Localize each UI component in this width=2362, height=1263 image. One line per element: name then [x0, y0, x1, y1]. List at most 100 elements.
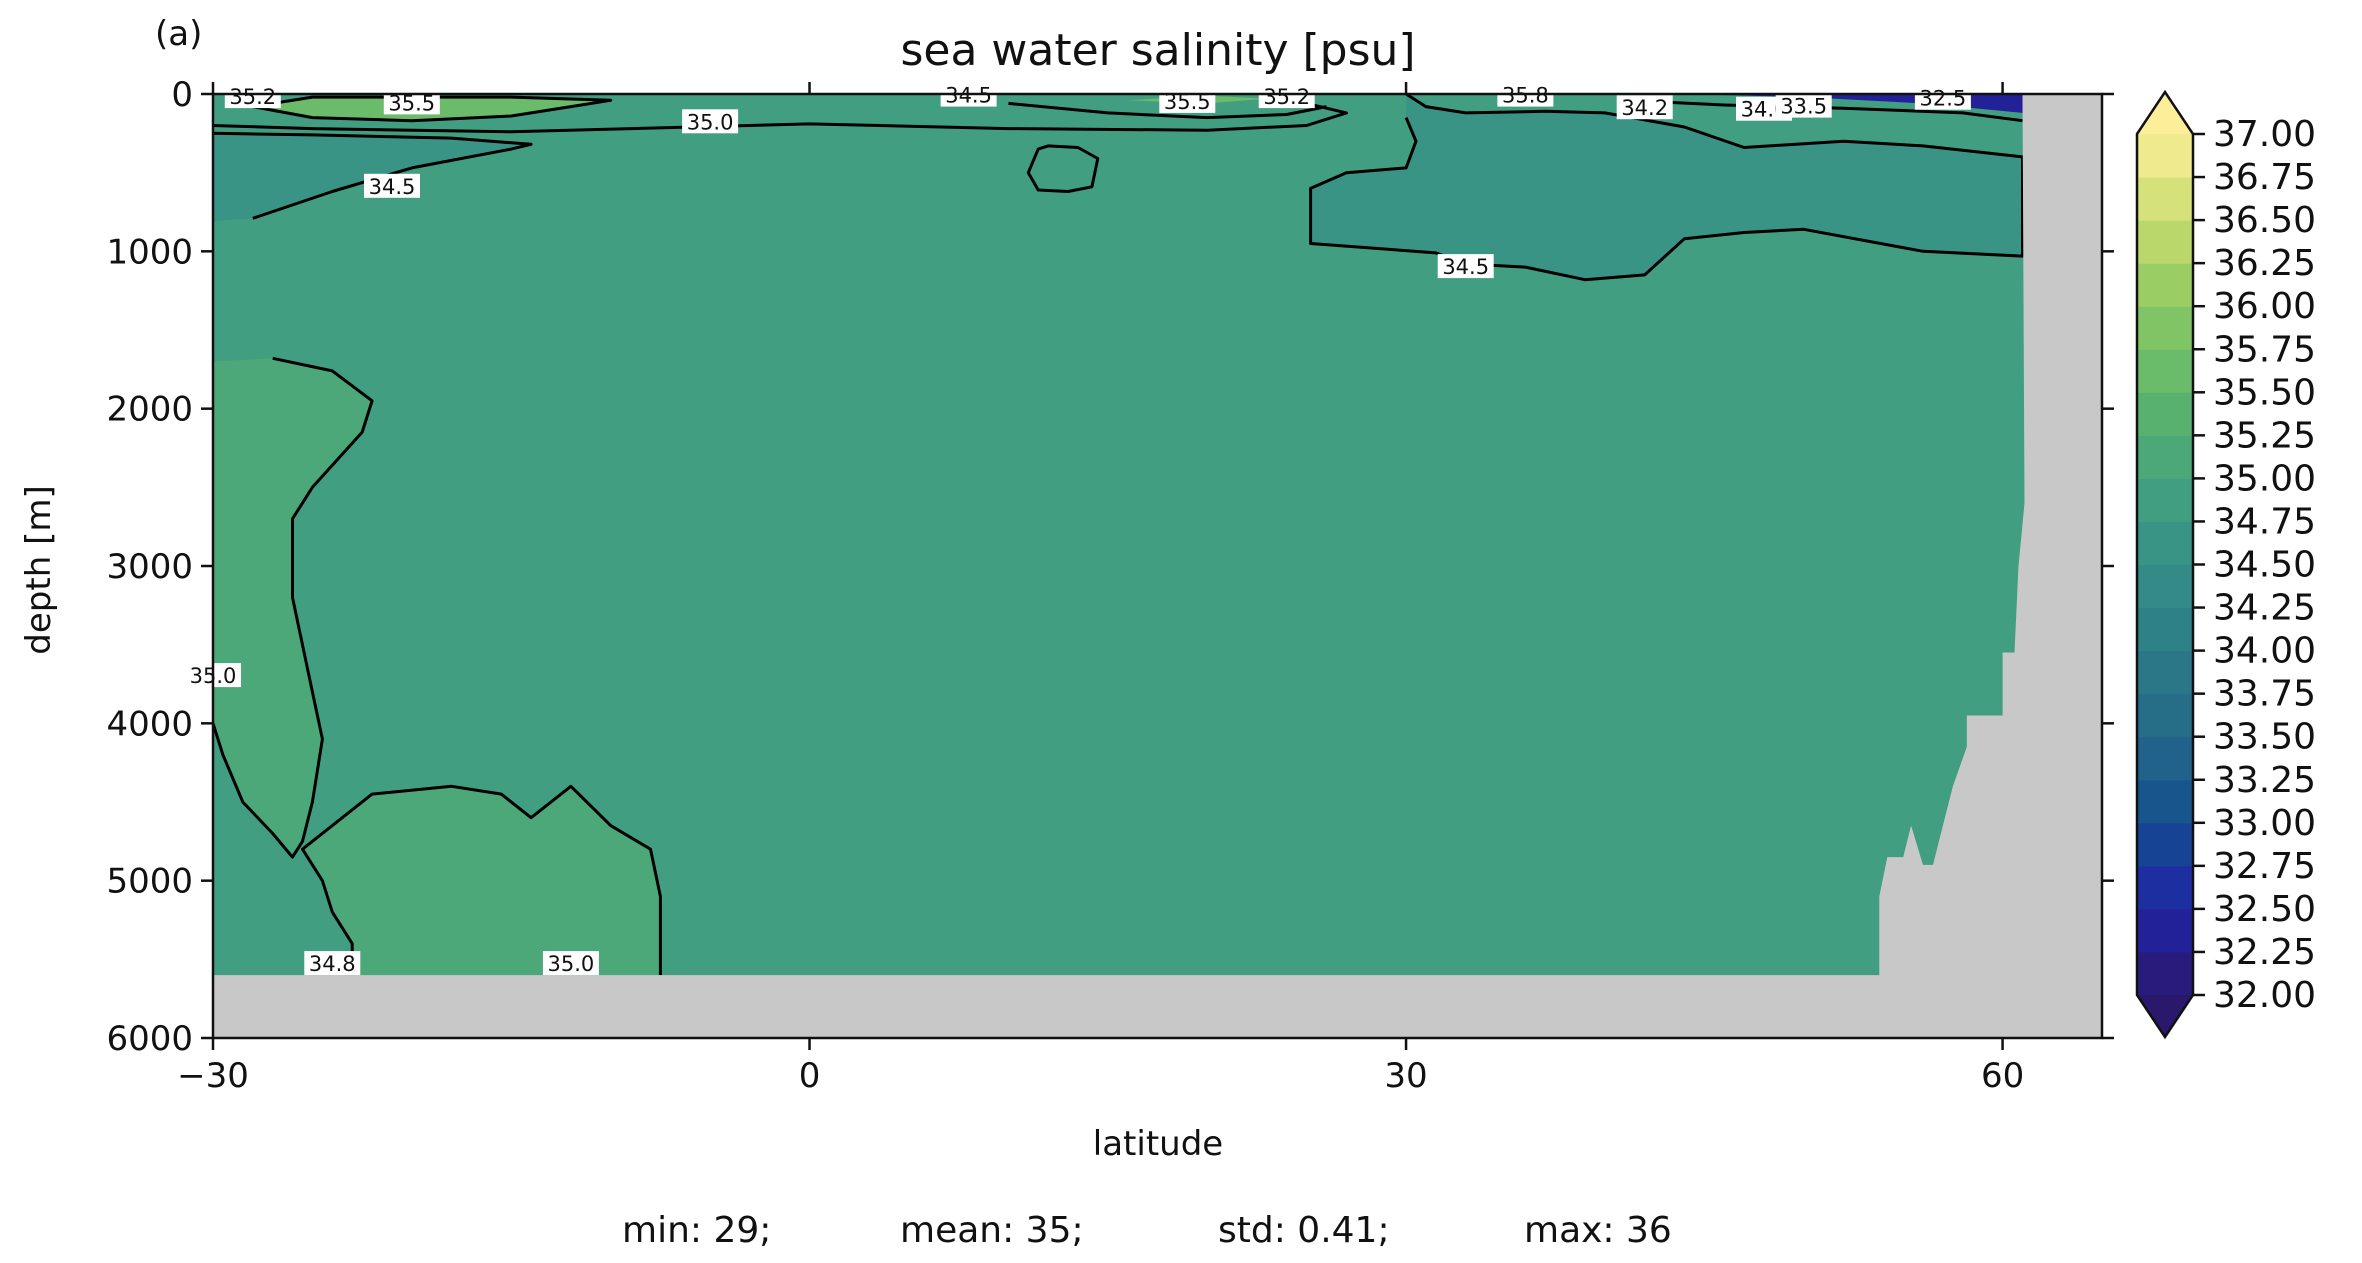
colorbar-tick-label: 34.25: [2213, 588, 2316, 629]
contour-label-text: 35.2: [229, 85, 276, 109]
contour-label-bg: [1437, 254, 1494, 279]
contour-upper-south: [212, 131, 533, 220]
colorbar-tick-label: 34.50: [2213, 545, 2316, 586]
colorbar-bin: [2137, 306, 2193, 350]
y-tick-label: 2000: [106, 390, 193, 430]
stat-std: std: 0.41;: [1218, 1210, 1390, 1251]
colorbar-bin: [2137, 736, 2193, 781]
colorbar-tick-label: 36.00: [2213, 286, 2316, 327]
colorbar-bin: [2137, 263, 2193, 307]
contour-label-text: 34.5: [369, 175, 416, 199]
colorbar-bin: [2137, 865, 2193, 910]
y-tick-label: 3000: [106, 547, 193, 587]
colorbar-bin: [2137, 908, 2193, 953]
colorbar-tick-label: 37.00: [2213, 114, 2316, 155]
contour-south-deep: [211, 356, 374, 859]
colorbar-bin: [2137, 779, 2193, 824]
colorbar-bin: [2137, 650, 2193, 695]
colorbar-tick-label: 32.00: [2213, 975, 2316, 1016]
contour-label-text: 35.0: [548, 952, 595, 976]
y-axis-label: depth [m]: [19, 485, 59, 654]
contour-eddy: [1026, 144, 1100, 193]
colorbar-tick-label: 36.75: [2213, 157, 2316, 198]
stat-mean: mean: 35;: [900, 1210, 1084, 1251]
contour-label: 34.2: [1616, 95, 1673, 120]
contour-label: 34.5: [364, 173, 420, 199]
colorbar-bin: [2137, 951, 2193, 996]
contour-label-text: 34.2: [1621, 96, 1668, 120]
colorbar-bin: [2137, 220, 2193, 264]
contour-label-text: 32.5: [1920, 87, 1967, 111]
colorbar-tick-label: 34.75: [2213, 501, 2316, 542]
contour-label-bg: [364, 173, 420, 198]
y-tick-label: 4000: [106, 704, 193, 744]
contour-label: 35.0: [542, 951, 599, 976]
colorbar-extend-max: [2137, 92, 2193, 134]
colorbar-tick-label: 35.75: [2213, 329, 2316, 370]
region-north-intermediate: [1310, 94, 2023, 280]
region-south-deep: [213, 358, 373, 858]
x-axis-label: latitude: [1093, 1124, 1223, 1164]
colorbar-tick-label: 35.50: [2213, 372, 2316, 413]
contour-label-bg: [224, 84, 281, 109]
colorbar-tick-label: 35.25: [2213, 415, 2316, 456]
region-bottom-south: [302, 786, 661, 976]
contour-surface-mid: [1008, 101, 1327, 120]
colorbar-bin: [2137, 392, 2193, 436]
contour-label-bg: [682, 109, 739, 134]
x-tick-label: −30: [177, 1056, 249, 1096]
colorbar-tick-label: 33.75: [2213, 674, 2316, 715]
colorbar-extend-min: [2137, 995, 2193, 1037]
stats-line: min: 29; mean: 35; std: 0.41; max: 36: [622, 1210, 1672, 1251]
contour-label: 33.5: [1775, 93, 1832, 119]
contour-label-text: 35.0: [687, 110, 734, 134]
chart-title: sea water salinity [psu]: [900, 25, 1415, 76]
colorbar-tick-label: 32.75: [2213, 846, 2316, 887]
contour-label-bg: [1775, 93, 1832, 118]
contour-label-bg: [542, 951, 599, 976]
colorbar-bin: [2137, 693, 2193, 738]
contour-surface-35: [212, 101, 1348, 134]
colorbar-tick-label: 32.25: [2213, 932, 2316, 973]
contour-label-text: 34.8: [309, 952, 356, 976]
colorbar-tick-label: 33.50: [2213, 717, 2316, 758]
land-mask: [213, 94, 2102, 1038]
colorbar-tick-label: 36.25: [2213, 243, 2316, 284]
panel-label: (a): [155, 14, 202, 54]
x-tick-label: 60: [1981, 1056, 2024, 1096]
stat-max: max: 36: [1524, 1210, 1672, 1251]
contour-label: 35.2: [1258, 84, 1315, 109]
contour-surface-north: [1624, 98, 2023, 123]
stat-min: min: 29;: [622, 1210, 771, 1251]
contour-surface-south: [251, 95, 613, 123]
colorbar-bin: [2137, 435, 2193, 479]
contour-label-bg: [1914, 85, 1971, 110]
contour-label: 34.8: [304, 951, 361, 976]
colorbar-bin: [2137, 822, 2193, 867]
contour-label-text: 34.5: [945, 84, 992, 108]
colorbar: 32.0032.2532.5032.7533.0033.2533.5033.75…: [2135, 89, 2316, 1040]
colorbar-tick-label: 35.00: [2213, 458, 2316, 499]
colorbar-tick-label: 33.25: [2213, 760, 2316, 801]
contour-label-text: 35.8: [1502, 84, 1549, 108]
x-tick-label: 30: [1384, 1056, 1427, 1096]
colorbar-bin: [2137, 564, 2193, 609]
colorbar-tick-label: 33.00: [2213, 803, 2316, 844]
contour-label-text: 35.2: [1263, 85, 1310, 109]
y-tick-label: 1000: [106, 232, 193, 272]
plot-area: 35.2 35.535.034.534.5 35.5 35.2 35.834.2 34.0…: [106, 75, 2114, 1096]
contour-label-text: 33.5: [1780, 95, 1827, 119]
contour-bottom-south: [301, 784, 662, 976]
colorbar-bin: [2137, 521, 2193, 566]
colorbar-bin: [2137, 607, 2193, 652]
contour-label: 35.5: [1159, 88, 1216, 114]
y-tick-label: 5000: [106, 862, 193, 902]
contour-label: 35.0: [682, 109, 739, 134]
colorbar-bin: [2137, 349, 2193, 393]
x-tick-label: 0: [799, 1056, 821, 1096]
contour-label-text: 34.5: [1442, 255, 1489, 279]
contour-label-bg: [1616, 95, 1673, 120]
colorbar-bin: [2137, 134, 2193, 178]
contour-label: 32.5: [1914, 85, 1971, 111]
